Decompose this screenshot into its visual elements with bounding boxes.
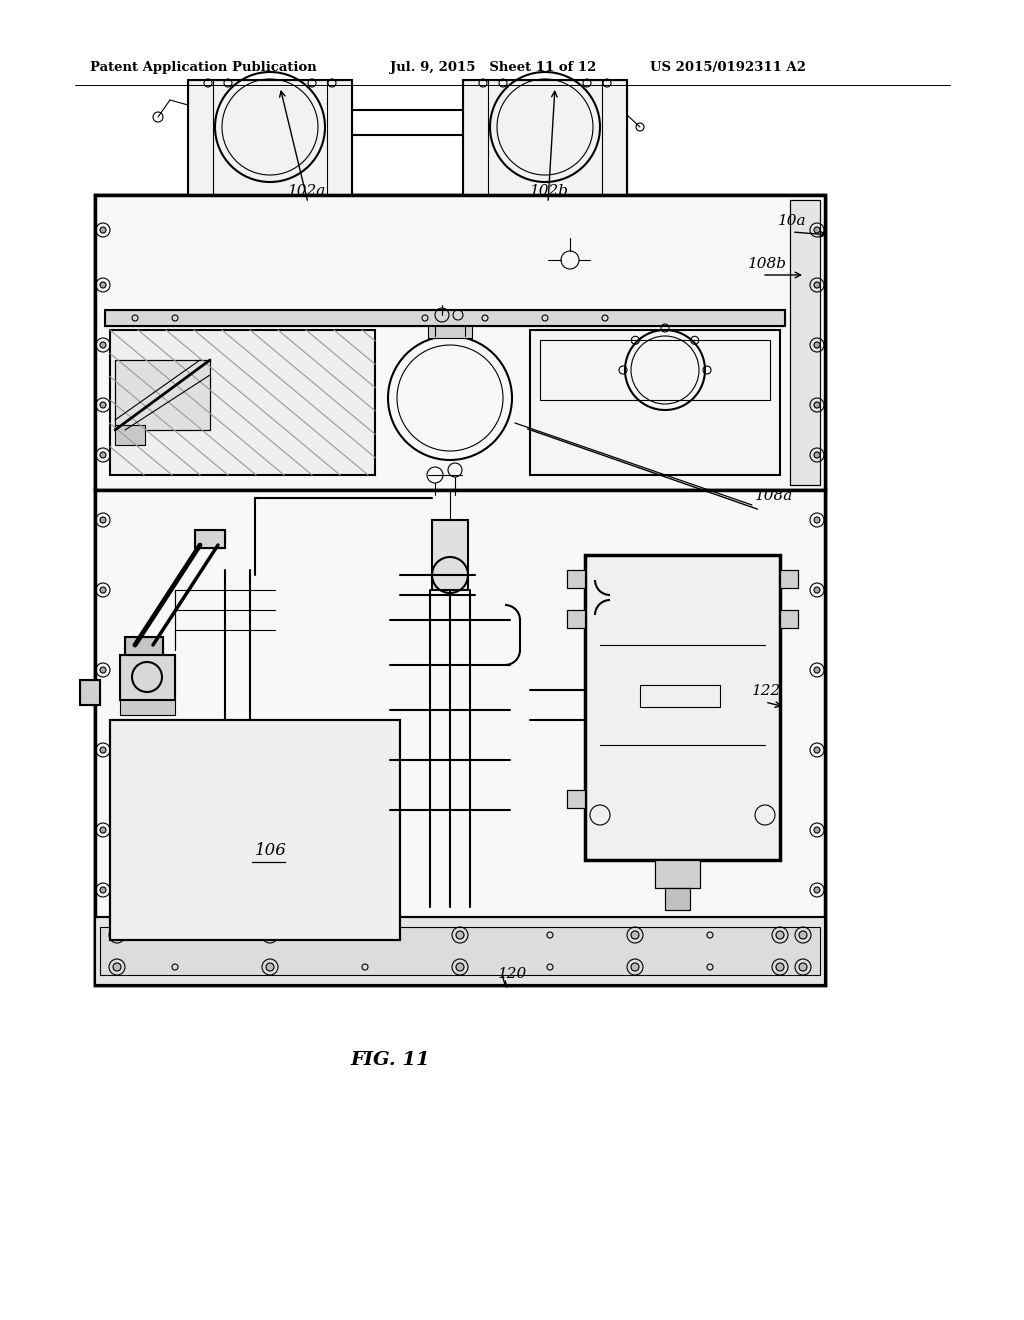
Bar [530,330,780,475]
Bar [567,610,585,628]
Bar [780,610,798,628]
Circle shape [113,931,121,939]
Circle shape [456,931,464,939]
Bar [95,490,825,985]
Bar [463,81,627,195]
Bar [110,719,400,940]
Bar [95,195,825,213]
Bar [432,520,468,590]
Bar [665,888,690,909]
Text: 108a: 108a [755,488,794,503]
Bar [95,917,825,985]
Circle shape [100,517,106,523]
Circle shape [814,747,820,752]
Circle shape [814,282,820,288]
Circle shape [100,342,106,348]
Circle shape [814,828,820,833]
Bar [640,685,720,708]
Bar [540,341,770,400]
Bar [790,201,820,484]
Circle shape [814,403,820,408]
Circle shape [100,451,106,458]
Bar [95,195,825,213]
Circle shape [100,828,106,833]
Circle shape [776,931,784,939]
Circle shape [814,342,820,348]
Bar [567,570,585,587]
Bar [105,310,785,326]
Text: Patent Application Publication: Patent Application Publication [90,62,316,74]
Text: 120: 120 [498,968,527,981]
Text: 10a: 10a [778,214,807,228]
Bar [110,330,375,475]
Bar [120,655,175,700]
Bar [780,570,798,587]
Circle shape [100,587,106,593]
Bar [125,638,163,659]
Bar [463,81,627,195]
Text: 122: 122 [752,684,781,698]
Circle shape [814,667,820,673]
Bar [188,81,352,195]
Bar [95,917,825,985]
Circle shape [814,887,820,894]
Bar [95,195,825,490]
Bar [80,680,100,705]
Text: 102b: 102b [530,183,569,198]
Text: US 2015/0192311 A2: US 2015/0192311 A2 [650,62,806,74]
Bar [195,531,225,548]
Bar [195,531,225,548]
Bar [567,789,585,808]
Text: FIG. 11: FIG. 11 [350,1051,430,1069]
Bar [585,554,780,861]
Bar [110,719,400,940]
Circle shape [100,667,106,673]
Circle shape [456,964,464,972]
Circle shape [814,451,820,458]
Text: Jul. 9, 2015   Sheet 11 of 12: Jul. 9, 2015 Sheet 11 of 12 [390,62,596,74]
Text: 102a: 102a [288,183,327,198]
Circle shape [799,931,807,939]
Bar [780,610,798,628]
Circle shape [266,931,274,939]
Bar [95,195,825,985]
Bar [567,570,585,587]
Bar [567,610,585,628]
Bar [95,195,825,490]
Bar [115,360,210,430]
Bar [115,425,145,445]
Circle shape [814,517,820,523]
Circle shape [631,964,639,972]
Bar [780,570,798,587]
Bar [428,326,472,338]
Circle shape [100,887,106,894]
Bar [188,81,352,195]
Circle shape [814,587,820,593]
Bar [120,700,175,715]
Circle shape [266,964,274,972]
Circle shape [631,931,639,939]
Bar [105,310,785,326]
Circle shape [776,964,784,972]
Circle shape [100,403,106,408]
Bar [100,927,820,975]
Circle shape [100,227,106,234]
Circle shape [113,964,121,972]
Bar [120,655,175,700]
Bar [567,789,585,808]
Circle shape [814,227,820,234]
Circle shape [100,282,106,288]
Bar [115,360,210,430]
Bar [125,638,163,659]
Bar [655,861,700,888]
Bar [655,861,700,888]
Bar [95,490,825,985]
Circle shape [100,747,106,752]
Text: 106: 106 [255,842,287,859]
Circle shape [799,964,807,972]
Bar [80,680,100,705]
Text: 108b: 108b [748,257,787,271]
Bar [665,888,690,909]
Bar [790,201,820,484]
